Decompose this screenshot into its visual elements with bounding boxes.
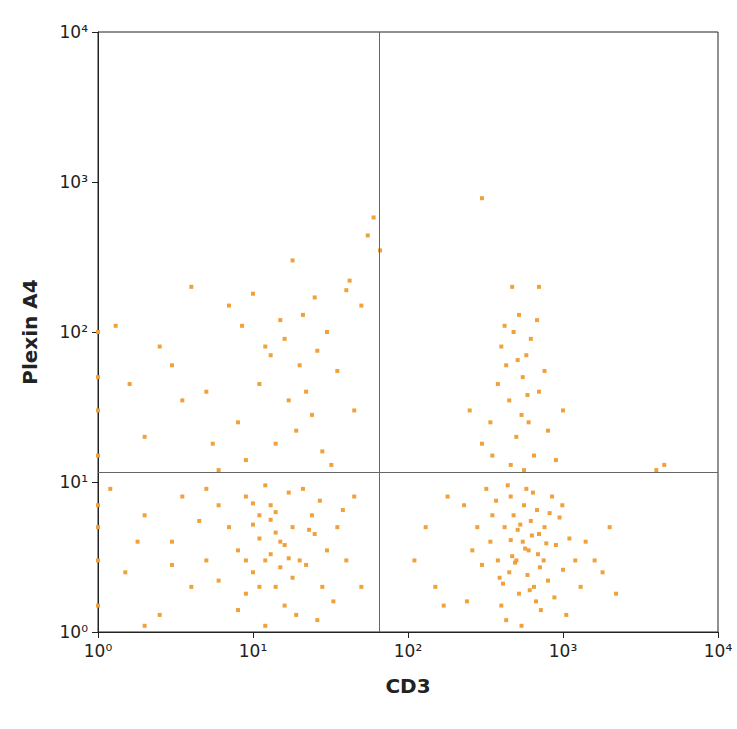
svg-text:10¹: 10¹ (60, 472, 88, 492)
svg-text:10³: 10³ (549, 641, 577, 661)
svg-text:Plexin A4: Plexin A4 (18, 279, 42, 384)
svg-text:10⁰: 10⁰ (84, 641, 113, 661)
svg-text:10²: 10² (394, 641, 422, 661)
svg-text:10⁰: 10⁰ (60, 622, 89, 642)
svg-text:10³: 10³ (60, 172, 88, 192)
svg-text:10⁴: 10⁴ (60, 22, 89, 42)
svg-text:10¹: 10¹ (239, 641, 267, 661)
svg-text:CD3: CD3 (385, 674, 430, 698)
svg-text:10²: 10² (60, 322, 88, 342)
svg-text:10⁴: 10⁴ (704, 641, 733, 661)
